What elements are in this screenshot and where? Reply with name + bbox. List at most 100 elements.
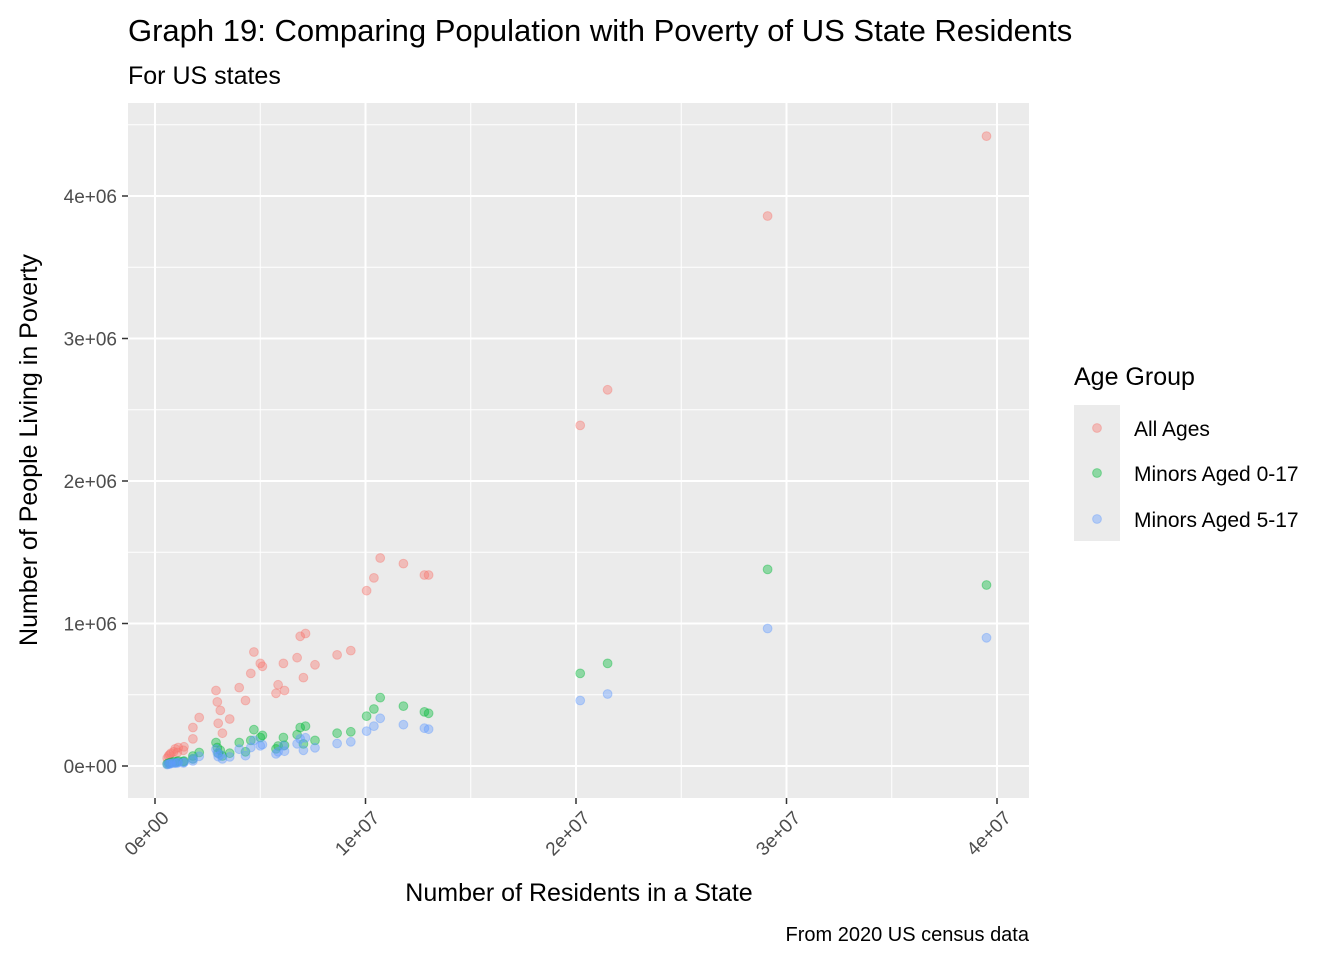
legend: Age Group All Ages Minors Aged 0-17 Minors… [1074, 363, 1299, 541]
data-point [419, 570, 430, 580]
data-point [224, 714, 235, 724]
data-point [188, 734, 198, 744]
data-point [173, 756, 184, 766]
data-point [419, 723, 430, 734]
data-point [249, 724, 259, 735]
data-point [279, 746, 290, 757]
data-point [213, 748, 224, 759]
data-point [172, 756, 183, 767]
data-point [245, 735, 256, 746]
data-point [292, 738, 303, 749]
data-point [398, 558, 409, 569]
data-point [217, 728, 228, 739]
chart-title: Graph 19: Comparing Population with Pove… [128, 13, 1072, 48]
data-point [168, 758, 179, 768]
data-point [168, 756, 179, 767]
data-point [217, 751, 228, 761]
y-tick-label: 0e+00 [64, 757, 117, 778]
data-point [255, 740, 266, 751]
data-point [981, 580, 992, 590]
data-point [164, 759, 175, 769]
data-point [271, 688, 281, 699]
data-point [166, 757, 176, 768]
data-point [361, 585, 372, 596]
data-point [240, 750, 251, 761]
chart-caption: From 2020 US census data [786, 924, 1030, 946]
data-point [279, 740, 290, 751]
data-point [257, 739, 268, 750]
data-point [217, 754, 228, 764]
data-point [162, 759, 173, 769]
data-point [292, 652, 303, 663]
data-point [249, 735, 259, 746]
data-point [170, 758, 181, 768]
data-point [211, 737, 221, 748]
data-point [249, 647, 259, 657]
data-point [162, 759, 173, 770]
data-point [234, 682, 245, 693]
data-point [369, 704, 379, 714]
data-point [215, 705, 226, 716]
data-point [170, 744, 181, 754]
data-point [298, 672, 309, 683]
data-point [166, 758, 176, 769]
data-point [170, 757, 181, 768]
data-points [162, 131, 992, 770]
data-point [575, 695, 586, 706]
data-point [332, 738, 343, 749]
data-point [179, 741, 189, 752]
data-point [173, 742, 184, 753]
data-point [257, 661, 268, 672]
legend-key [1092, 423, 1102, 433]
data-point [240, 695, 251, 706]
data-point [194, 751, 205, 762]
data-point [163, 759, 174, 769]
data-point [168, 746, 179, 757]
data-point [178, 745, 189, 756]
plot-panel [128, 103, 1029, 798]
data-point [213, 751, 224, 762]
data-point [211, 744, 221, 755]
data-point [369, 721, 379, 731]
x-tick-label: 1e+07 [331, 808, 384, 861]
data-point [298, 745, 309, 756]
data-point [172, 747, 183, 758]
data-point [179, 757, 189, 768]
legend-label: All Ages [1134, 418, 1210, 441]
x-tick-label: 4e+07 [963, 808, 1016, 861]
data-point [375, 713, 386, 724]
data-point [300, 721, 311, 731]
data-point [981, 632, 992, 643]
data-point [361, 726, 372, 736]
legend-key [1092, 468, 1102, 478]
legend-label: Minors Aged 0-17 [1134, 463, 1299, 486]
data-point [240, 746, 251, 757]
data-point [345, 736, 356, 747]
data-point [188, 722, 198, 733]
data-point [762, 623, 773, 634]
data-point [332, 650, 343, 660]
data-point [212, 748, 223, 758]
data-point [224, 752, 235, 762]
x-tick-label: 2e+07 [542, 808, 595, 861]
data-point [369, 573, 379, 583]
data-point [361, 711, 372, 721]
data-point [345, 645, 356, 656]
data-point [292, 729, 303, 740]
data-point [212, 742, 223, 753]
data-point [310, 742, 320, 753]
data-point [164, 758, 175, 768]
data-point [295, 631, 306, 642]
data-point [375, 692, 386, 703]
data-point [166, 748, 176, 759]
x-tick-label: 0e+00 [121, 808, 174, 861]
data-point [375, 553, 386, 563]
data-point [245, 668, 256, 679]
data-point [423, 724, 434, 735]
data-point [163, 751, 174, 761]
data-point [255, 658, 266, 669]
data-point [271, 744, 281, 754]
data-point [188, 754, 198, 764]
legend-key-background [1074, 405, 1120, 541]
